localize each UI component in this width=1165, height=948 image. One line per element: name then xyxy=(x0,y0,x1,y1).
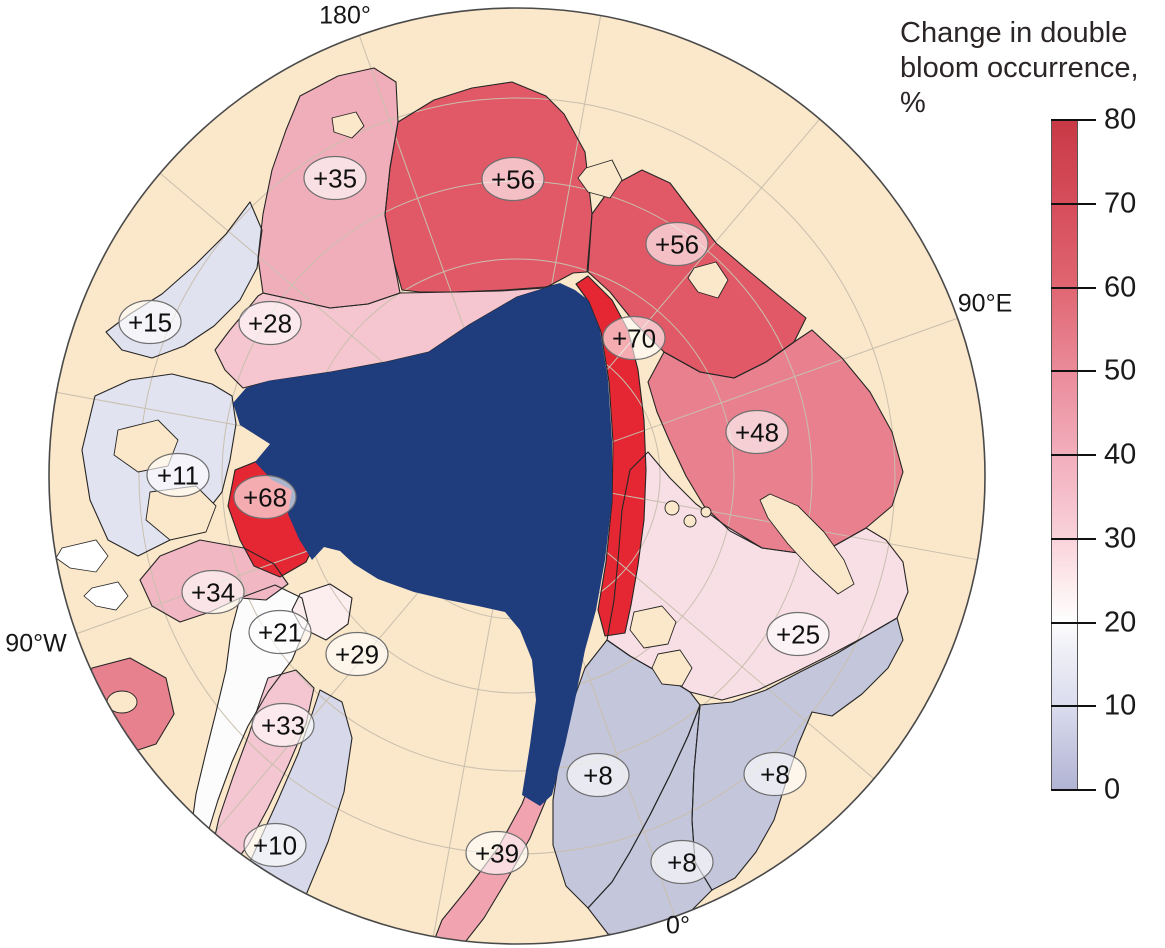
region-badge-beaufort_coast: +15 xyxy=(119,301,181,344)
colorbar-tick-80 xyxy=(1051,119,1096,121)
badge-value-label: +34 xyxy=(191,577,235,607)
colorbar-tick-0 xyxy=(1051,789,1096,791)
badge-value-label: +8 xyxy=(760,759,790,789)
region-badge-greenland_sea: +8 xyxy=(567,754,629,797)
arctic-map: +15 +28 +35 +56 +56 +70 +48 +25 +11 +68 +34 +21 +29 +… xyxy=(0,0,1165,948)
colorbar-tick-label-20: 20 xyxy=(1104,606,1136,639)
colorbar-tick-50 xyxy=(1051,370,1096,372)
badge-value-label: +21 xyxy=(258,617,302,647)
colorbar-tick-60 xyxy=(1051,287,1096,289)
badge-value-label: +28 xyxy=(248,308,292,338)
colorbar-tick-label-80: 80 xyxy=(1104,104,1136,137)
colorbar-tick-label-30: 30 xyxy=(1104,522,1136,555)
badge-value-label: +56 xyxy=(491,164,535,194)
graticule-label-meridian-90e: 90°E xyxy=(958,290,1012,319)
badge-value-label: +11 xyxy=(157,460,199,490)
colorbar-tick-label-10: 10 xyxy=(1104,690,1136,723)
colorbar-tick-label-40: 40 xyxy=(1104,439,1136,472)
badge-value-label: +33 xyxy=(261,710,305,740)
badge-value-label: +29 xyxy=(335,639,379,669)
colorbar-tick-30 xyxy=(1051,538,1096,540)
region-badge-qei_channels: +68 xyxy=(234,476,296,519)
badge-value-label: +15 xyxy=(128,307,172,337)
region-badge-nares: +21 xyxy=(249,611,311,654)
region-badge-barents: +25 xyxy=(767,613,829,656)
region-badge-kara_north: +70 xyxy=(603,317,665,360)
badge-value-label: +8 xyxy=(667,847,697,877)
badge-value-label: +35 xyxy=(313,163,357,193)
region-badge-baffin_bay: +33 xyxy=(252,704,314,747)
badge-value-label: +10 xyxy=(253,830,297,860)
badge-value-label: +25 xyxy=(776,619,820,649)
colorbar-tick-10 xyxy=(1051,705,1096,707)
region-badge-nordic_south: +8 xyxy=(651,841,713,884)
colorbar-tick-20 xyxy=(1051,622,1096,624)
region-badge-caa_channels: +34 xyxy=(182,571,244,614)
region-badge-ngreenland_coast: +29 xyxy=(326,633,388,676)
badge-value-label: +56 xyxy=(655,229,699,259)
badge-value-label: +39 xyxy=(475,838,519,868)
colorbar-tick-70 xyxy=(1051,203,1096,205)
region-badge-chukchi: +35 xyxy=(304,157,366,200)
graticule-label-meridian-180: 180° xyxy=(319,2,371,31)
region-badge-east_siberian: +56 xyxy=(482,158,544,201)
colorbar-title-line1: Change in double xyxy=(900,16,1162,51)
region-badge-caa_north: +11 xyxy=(147,454,209,497)
region-badge-davis_strait: +10 xyxy=(244,824,306,867)
region-badge-laptev: +56 xyxy=(646,223,708,266)
graticule-label-meridian-0: 0° xyxy=(666,912,690,941)
colorbar-tick-label-50: 50 xyxy=(1104,355,1136,388)
badge-value-label: +48 xyxy=(735,417,779,447)
colorbar-tick-label-60: 60 xyxy=(1104,271,1136,304)
region-badge-beaufort: +28 xyxy=(239,302,301,345)
region-badge-egreenland_coast: +39 xyxy=(466,832,528,875)
colorbar-tick-40 xyxy=(1051,454,1096,456)
graticule-label-meridian-90w: 90°W xyxy=(5,630,66,659)
badge-value-label: +70 xyxy=(612,323,656,353)
colorbar-tick-label-0: 0 xyxy=(1104,774,1120,807)
region-badge-kara: +48 xyxy=(726,411,788,454)
badge-value-label: +68 xyxy=(243,482,287,512)
region-badge-norwegian_sea: +8 xyxy=(744,753,806,796)
badge-value-label: +8 xyxy=(583,760,613,790)
figure-canvas: +15 +28 +35 +56 +56 +70 +48 +25 +11 +68 +34 +21 +29 +… xyxy=(0,0,1165,948)
colorbar-tick-label-70: 70 xyxy=(1104,187,1136,220)
